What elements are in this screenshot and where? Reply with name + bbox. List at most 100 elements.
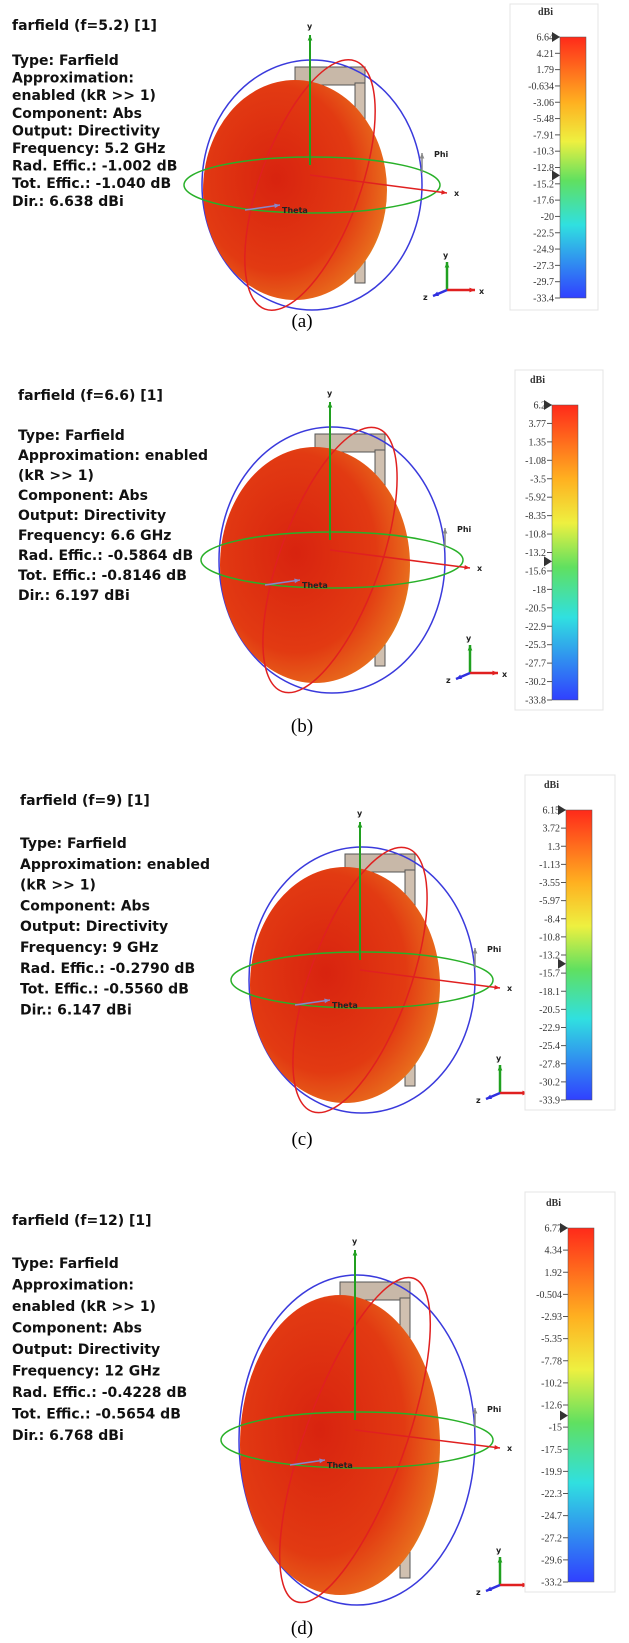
info-line: Frequency: 5.2 GHz	[12, 141, 165, 157]
axis-arrow	[264, 579, 301, 586]
colorbar-label: -22.9	[525, 622, 546, 633]
green-ring	[183, 156, 441, 214]
arrow-head	[357, 822, 363, 828]
blue-ring	[201, 59, 423, 311]
arrow-head	[494, 1445, 500, 1450]
info-line: enabled (kR >> 1)	[12, 1299, 156, 1315]
arrow-head	[497, 1557, 503, 1563]
info-line: Approximation:	[12, 71, 134, 87]
colorbar-label: -33.8	[525, 696, 546, 707]
arrow-head	[494, 984, 500, 990]
colorbar-label: 3.72	[543, 824, 561, 835]
y-axis-label: y	[307, 22, 313, 31]
colorbar-label: -33.4	[533, 294, 554, 305]
triad-z: z	[423, 293, 428, 302]
colorbar-label: -0.634	[528, 81, 554, 92]
y-axis-label: y	[357, 809, 363, 818]
info-line: Output: Directivity	[12, 123, 160, 139]
caption: (a)	[291, 311, 312, 332]
colorbar-label: -10.2	[541, 1378, 562, 1389]
arrow-head	[467, 645, 473, 651]
colorbar-label: -24.9	[533, 245, 554, 256]
info-line: Type: Farfield	[12, 53, 119, 69]
y-axis-label: y	[327, 389, 333, 398]
colorbar-label: -2.93	[541, 1312, 562, 1323]
info-line: Tot. Effic.: -0.5560 dB	[20, 982, 189, 998]
colorbar-label: -10.8	[539, 932, 560, 943]
colorbar-label: -15.2	[533, 179, 554, 190]
colorbar-label: -5.35	[541, 1334, 562, 1345]
colorbar-label: -15	[549, 1423, 562, 1434]
green-ring	[200, 531, 464, 589]
colorbar-label: -22.5	[533, 228, 554, 239]
colorbar-label: -20.5	[539, 1005, 560, 1016]
colorbar-label: -25.4	[539, 1041, 560, 1052]
theta-label: Theta	[282, 206, 308, 215]
colorbar-label: 1.79	[537, 65, 555, 76]
colorbar-label: -8.35	[525, 511, 546, 522]
info-line: (kR >> 1)	[18, 468, 94, 484]
colorbar-label: -18.1	[539, 987, 560, 998]
x-axis-label: x	[507, 1444, 513, 1453]
info-line: (kR >> 1)	[20, 878, 96, 894]
theta-label: Theta	[327, 1461, 353, 1470]
red-ring	[262, 426, 398, 694]
colorbar-label: -3.06	[533, 98, 554, 109]
arrow-head	[444, 262, 450, 268]
arrow-head	[327, 402, 333, 408]
arrow-head	[456, 674, 462, 679]
panel-title: farfield (f=12) [1]	[12, 1213, 152, 1229]
colorbar	[565, 809, 593, 1101]
colorbar-label: -25.3	[525, 640, 546, 651]
panel-title: farfield (f=5.2) [1]	[12, 18, 157, 34]
info-line: Component: Abs	[20, 898, 150, 914]
colorbar-label: -27.7	[525, 659, 546, 670]
colorbar-label: -18	[533, 585, 546, 596]
arrow-head	[274, 203, 280, 209]
arrow-head	[469, 287, 475, 293]
phi-label: Phi	[457, 525, 472, 534]
arrow-head	[486, 1586, 492, 1591]
colorbar-label: 3.77	[529, 419, 547, 430]
triad-z: z	[476, 1096, 481, 1105]
max-marker	[544, 400, 552, 410]
info-line: Type: Farfield	[18, 428, 125, 444]
colorbar-unit: dBi	[538, 7, 553, 18]
colorbar-label: -7.78	[541, 1356, 562, 1367]
info-line: Rad. Effic.: -0.4228 dB	[12, 1385, 187, 1401]
colorbar-label: -27.2	[541, 1533, 562, 1544]
arrow-head	[433, 291, 439, 296]
green-ring	[230, 951, 494, 1009]
colorbar-label: -12.8	[533, 163, 554, 174]
caption: (b)	[291, 716, 313, 737]
colorbar-label: 6.77	[545, 1224, 563, 1235]
theta-label: Theta	[332, 1001, 358, 1010]
colorbar-label: -13.2	[525, 548, 546, 559]
colorbar-label: -13.2	[539, 951, 560, 962]
colorbar-label: -24.7	[541, 1511, 562, 1522]
info-line: Rad. Effic.: -0.5864 dB	[18, 548, 193, 564]
arrow-head	[492, 670, 498, 676]
arrow-head	[472, 1408, 478, 1414]
max-marker	[552, 32, 560, 42]
info-line: Dir.: 6.638 dBi	[12, 194, 124, 210]
phi-label: Phi	[487, 1405, 502, 1414]
pattern-blob	[203, 80, 387, 300]
info-line: Component: Abs	[18, 488, 148, 504]
triad-x: x	[479, 287, 485, 296]
axis-arrow	[294, 999, 331, 1006]
info-line: Tot. Effic.: -0.8146 dB	[18, 568, 187, 584]
arrow-head	[419, 153, 425, 159]
max-marker	[560, 1223, 568, 1233]
theta-label: Theta	[302, 581, 328, 590]
colorbar-label: -29.7	[533, 277, 554, 288]
info-line: Output: Directivity	[18, 508, 166, 524]
colorbar-label: 1.92	[545, 1268, 563, 1279]
axis-arrow	[354, 1429, 501, 1449]
colorbar-label: -12.6	[541, 1401, 562, 1412]
colorbar-label: 6.64	[537, 33, 555, 44]
range-marker	[544, 556, 552, 567]
info-line: Dir.: 6.197 dBi	[18, 588, 130, 604]
colorbar-label: -29.6	[541, 1555, 562, 1566]
phi-label: Phi	[487, 945, 502, 954]
